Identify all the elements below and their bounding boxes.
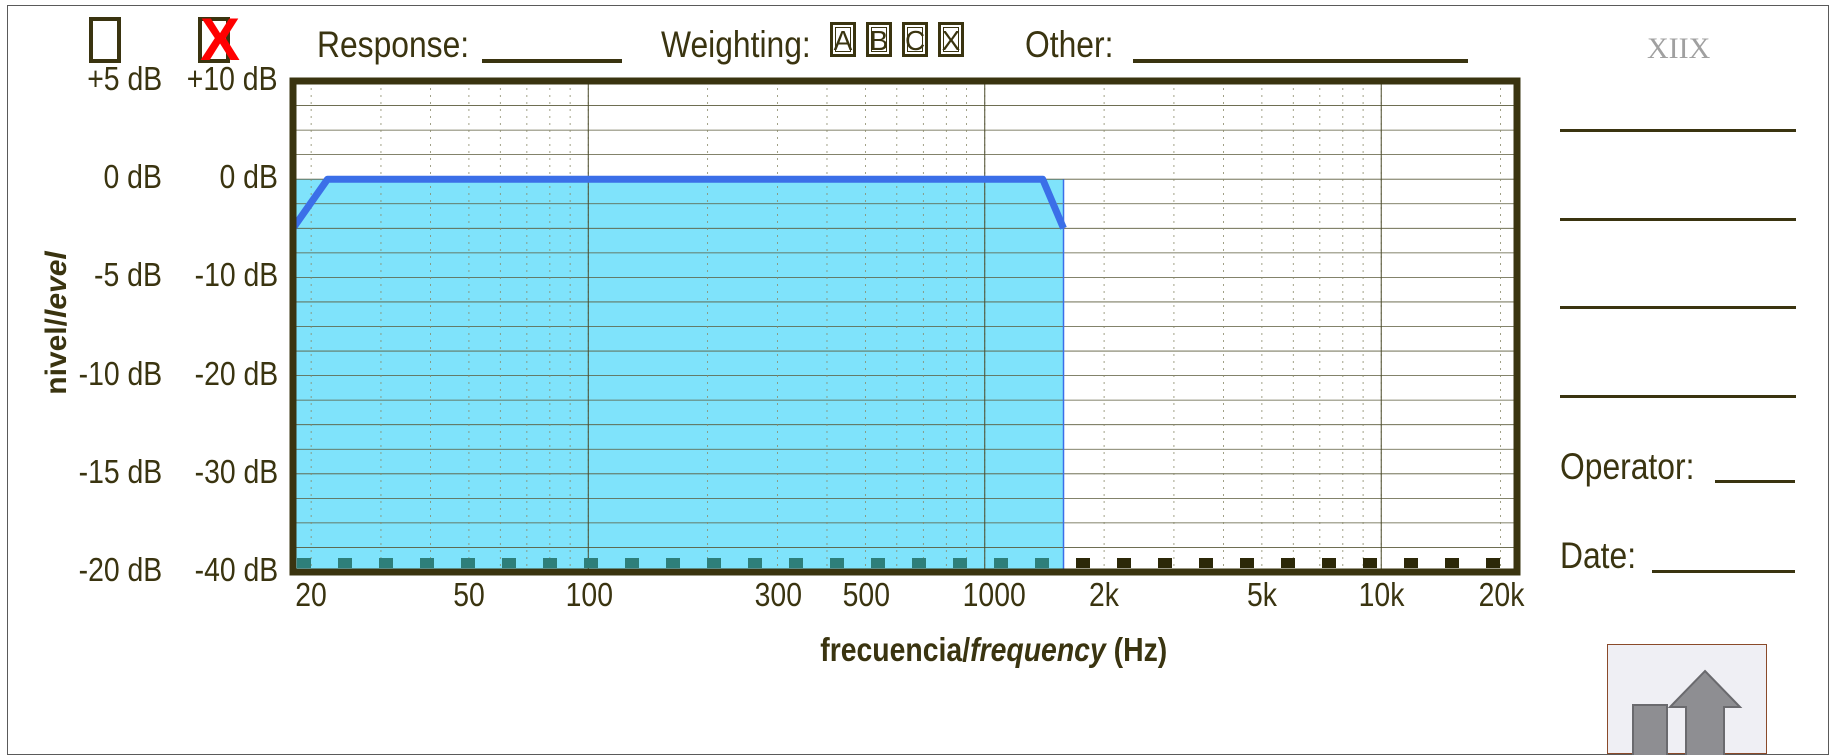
bottom-tick-segment bbox=[543, 558, 557, 568]
bottom-tick-segment bbox=[830, 558, 844, 568]
bottom-tick-segment bbox=[297, 558, 311, 568]
bottom-tick-segment bbox=[1035, 558, 1049, 568]
y-tick-left: -20 dB bbox=[78, 551, 162, 588]
x-tick-label: 20k bbox=[1478, 576, 1524, 613]
logo-text: XIIX bbox=[1647, 32, 1711, 65]
bottom-tick-segment bbox=[871, 558, 885, 568]
x-axis-label: frecuencia/frequency (Hz) bbox=[820, 631, 1167, 669]
x-tick-label: 1000 bbox=[962, 576, 1026, 613]
checkbox-2[interactable] bbox=[198, 17, 230, 63]
y-tick-right: +10 dB bbox=[187, 60, 278, 97]
bottom-tick-segment bbox=[666, 558, 680, 568]
side-line-4[interactable] bbox=[1560, 395, 1796, 398]
checkbox-1[interactable] bbox=[89, 17, 121, 63]
checkbox-2-mark: X bbox=[200, 6, 241, 73]
y-tick-right: -10 dB bbox=[194, 256, 278, 294]
date-line[interactable] bbox=[1652, 570, 1795, 573]
bottom-tick-segment bbox=[994, 558, 1008, 568]
x-tick-label: 10k bbox=[1358, 576, 1405, 613]
x-tick-label: 500 bbox=[843, 576, 891, 613]
x-tick-label: 2k bbox=[1089, 576, 1120, 613]
weighting-option-label: A bbox=[833, 25, 853, 56]
bottom-tick-segment bbox=[461, 558, 475, 568]
x-tick-label: 5k bbox=[1246, 576, 1277, 613]
weighting-option-label: X bbox=[941, 25, 961, 56]
y-tick-right: 0 dB bbox=[219, 158, 278, 196]
weighting-option-x[interactable]: X bbox=[938, 22, 964, 57]
bottom-tick-segment bbox=[420, 558, 434, 568]
response-line[interactable] bbox=[482, 59, 622, 63]
bottom-tick-segment bbox=[1199, 558, 1213, 568]
y-tick-left: 0 dB bbox=[103, 158, 162, 196]
operator-label: Operator: bbox=[1560, 446, 1695, 487]
bottom-tick-segment bbox=[707, 558, 721, 568]
bottom-tick-segment bbox=[1322, 558, 1336, 568]
x-axis-label-main: frecuencia/ bbox=[820, 631, 971, 668]
bottom-tick-segment bbox=[1076, 558, 1090, 568]
x-tick-label: 100 bbox=[565, 576, 614, 613]
side-line-3[interactable] bbox=[1560, 306, 1796, 309]
y-tick-right: -20 dB bbox=[194, 354, 278, 392]
response-label: Response: bbox=[317, 24, 470, 65]
side-line-1[interactable] bbox=[1560, 129, 1796, 132]
bottom-tick-segment bbox=[502, 558, 516, 568]
date-label: Date: bbox=[1560, 535, 1637, 576]
x-tick-label: 20 bbox=[295, 576, 327, 613]
weighting-option-b[interactable]: B bbox=[866, 22, 892, 57]
response-line bbox=[290, 175, 1067, 231]
y-tick-left: +5 dB bbox=[87, 60, 162, 97]
other-line[interactable] bbox=[1133, 59, 1468, 63]
bottom-tick-segment bbox=[912, 558, 926, 568]
y-tick-left: -15 dB bbox=[78, 452, 162, 490]
x-tick-label: 300 bbox=[755, 576, 803, 613]
y-tick-right: -40 dB bbox=[194, 551, 278, 588]
bottom-tick-segment bbox=[584, 558, 598, 568]
bottom-tick-segment bbox=[789, 558, 803, 568]
y-tick-left: -5 dB bbox=[94, 256, 162, 294]
weighting-option-label: B bbox=[869, 25, 889, 56]
home-button[interactable] bbox=[1607, 644, 1767, 755]
bottom-tick-segment bbox=[1445, 558, 1459, 568]
y-tick-right: -30 dB bbox=[194, 452, 278, 490]
bottom-tick-segment bbox=[1240, 558, 1254, 568]
y-tick-left: -10 dB bbox=[78, 354, 162, 392]
operator-line[interactable] bbox=[1715, 480, 1795, 483]
bottom-tick-segment bbox=[338, 558, 352, 568]
plot-border bbox=[289, 77, 1521, 576]
bottom-tick-segment bbox=[1281, 558, 1295, 568]
weighting-option-c[interactable]: C bbox=[902, 22, 928, 57]
x-axis-label-unit: (Hz) bbox=[1105, 631, 1168, 668]
weighting-label: Weighting: bbox=[661, 24, 811, 65]
bottom-tick-segment bbox=[1363, 558, 1377, 568]
bottom-tick-segment bbox=[1117, 558, 1131, 568]
weighting-option-a[interactable]: A bbox=[830, 22, 856, 57]
frequency-chart bbox=[289, 77, 1521, 576]
x-axis-label-italic: frequency bbox=[970, 631, 1106, 668]
bottom-tick-segment bbox=[1404, 558, 1418, 568]
bottom-tick-segment bbox=[748, 558, 762, 568]
bottom-tick-segment bbox=[1158, 558, 1172, 568]
bottom-tick-segment bbox=[1486, 558, 1500, 568]
side-line-2[interactable] bbox=[1560, 218, 1796, 221]
weighting-option-label: C bbox=[905, 25, 926, 56]
x-tick-label: 50 bbox=[453, 576, 485, 613]
bottom-tick-segment bbox=[953, 558, 967, 568]
bottom-tick-segment bbox=[379, 558, 393, 568]
other-label: Other: bbox=[1025, 24, 1114, 65]
bottom-tick-segment bbox=[625, 558, 639, 568]
